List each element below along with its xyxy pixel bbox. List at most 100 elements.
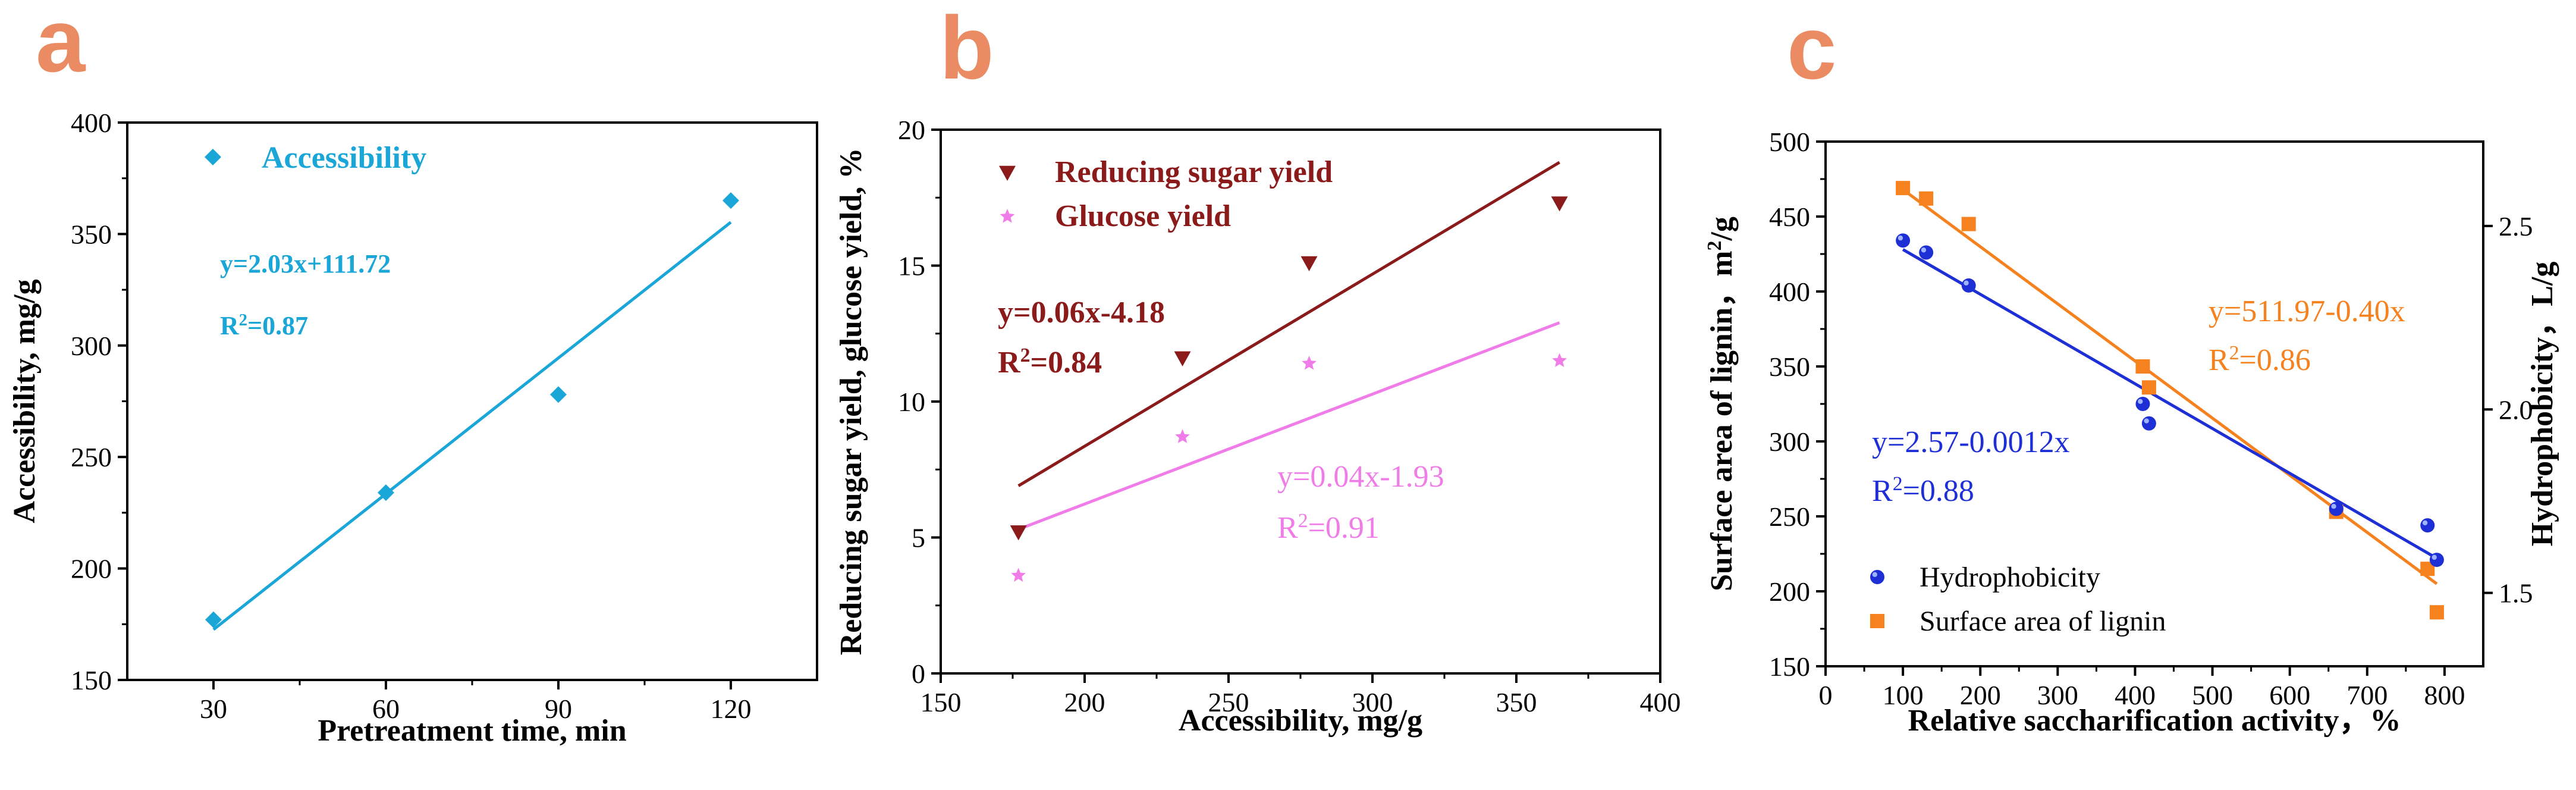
- panel-b-letter: b: [940, 0, 994, 98]
- panel-b-point-glucose: [1302, 356, 1317, 370]
- panel-c-fit-line-surface: [1902, 188, 2438, 585]
- panel-b-ytick-label: 15: [898, 251, 925, 281]
- panel-a-letter: a: [36, 0, 86, 90]
- panel-c-xtick-label: 500: [2192, 680, 2233, 710]
- panel-b-point-glucose: [1011, 568, 1026, 582]
- panel-a-ytick-label: 200: [71, 554, 112, 584]
- panel-a-xtick-label: 60: [372, 694, 400, 724]
- panel-b-ytick-label: 0: [912, 659, 925, 689]
- panel-c-xtick-label: 0: [1819, 680, 1833, 710]
- panel-a-point: [722, 192, 739, 209]
- panel-a-ylabel: Accessibility, mg/g: [8, 279, 42, 523]
- panel-c-xtick-label: 700: [2346, 680, 2387, 710]
- panel-b-point-reducing: [1300, 256, 1318, 271]
- panel-c-legend-label-hydrophobicity: Hydrophobicity: [1920, 562, 2100, 593]
- panel-a-plot-frame: [126, 121, 818, 681]
- panel-b-point-reducing: [1174, 351, 1191, 366]
- panel-b-legend-label-reducing: Reducing sugar yield: [1055, 155, 1333, 189]
- panel-a-legend-marker: [205, 149, 221, 165]
- panel-c-r2-hydrophobicity: R2=0.88: [1872, 473, 1974, 509]
- panel-c-point-hydrophobicity-highlight: [1921, 247, 1927, 253]
- panel-c-point-hydrophobicity: [2141, 416, 2156, 431]
- panel-c-ytick-label: 250: [1769, 501, 1810, 532]
- panel-c-legend-label-surface: Surface area of lignin: [1920, 606, 2166, 637]
- panel-c-point-hydrophobicity: [2429, 553, 2444, 568]
- panel-c-point-surface: [1919, 191, 1934, 206]
- panel-a-ytick-label: 400: [71, 108, 112, 138]
- panel-a-equation: y=2.03x+111.72: [220, 249, 391, 278]
- panel-a-ytick-label: 150: [71, 665, 112, 695]
- panel-c-xtick-label: 100: [1883, 680, 1924, 710]
- panel-b-point-glucose: [1552, 353, 1567, 367]
- panel-c-point-hydrophobicity: [1919, 245, 1934, 260]
- panel-a-xlabel: Pretreatment time, min: [318, 714, 626, 748]
- panel-b-fit-line-glucose: [1017, 321, 1560, 531]
- panel-b-xtick-label: 400: [1640, 687, 1681, 717]
- panel-c-ytick-label: 350: [1769, 352, 1810, 382]
- panel-c-point-hydrophobicity-highlight: [2432, 554, 2437, 560]
- panel-b-point-glucose: [1175, 429, 1190, 443]
- panel-c-xtick-label: 400: [2115, 680, 2156, 710]
- panel-a-point: [550, 386, 567, 403]
- panel-c-ytick-right-label: 2.0: [2499, 394, 2533, 425]
- panel-c-legend-marker-surface: [1870, 614, 1884, 628]
- panel-c-ylabel-right: Hydrophobicity，L/g: [2525, 262, 2559, 547]
- panel-c-xtick-label: 600: [2269, 680, 2310, 710]
- panel-b-r2-glucose: R2=0.91: [1277, 510, 1380, 546]
- panel-a-point: [378, 484, 394, 501]
- panel-c-ytick-right-label: 1.5: [2499, 578, 2533, 609]
- panel-b-r2-reducing: R2=0.84: [998, 344, 1102, 380]
- panel-c-ytick-label: 200: [1769, 576, 1810, 607]
- panel-c-letter: c: [1787, 0, 1836, 98]
- panel-c-fit-line-hydrophobicity: [1902, 248, 2438, 560]
- panel-b-xtick-label: 350: [1496, 687, 1537, 717]
- panel-a-xtick-label: 120: [711, 694, 752, 724]
- panel-c-point-surface: [1961, 217, 1976, 231]
- panel-b-legend-marker-glucose: [1000, 209, 1015, 223]
- panel-c-point-surface: [2141, 380, 2156, 395]
- panel-c-xtick-label: 800: [2424, 680, 2465, 710]
- panel-c-r2-surface: R2=0.86: [2209, 342, 2311, 378]
- panel-a-ytick-label: 350: [71, 219, 112, 249]
- panel-b-ytick-label: 5: [912, 523, 925, 553]
- panel-c-point-surface: [1896, 181, 1911, 196]
- panel-b-equation-reducing: y=0.06x-4.18: [998, 296, 1165, 330]
- panel-b-ytick-label: 20: [898, 115, 925, 145]
- panel-c-point-hydrophobicity: [1896, 233, 1911, 248]
- panel-b-xtick-label: 200: [1064, 687, 1105, 717]
- panel-c-ytick-label: 450: [1769, 202, 1810, 232]
- panel-c-point-hydrophobicity-highlight: [1964, 280, 1969, 286]
- panel-b-point-reducing: [1010, 525, 1027, 541]
- panel-c-legend-marker-hydrophobicity: [1870, 570, 1884, 584]
- panel-a-xtick-label: 30: [200, 694, 227, 724]
- panel-b-fit-line-reducing: [1017, 161, 1560, 487]
- panel-c-point-surface: [2429, 605, 2444, 620]
- panel-c-xlabel: Relative saccharification activity，%: [1908, 704, 2401, 738]
- panel-b-xtick-label: 300: [1352, 687, 1393, 717]
- panel-b-point-reducing: [1551, 196, 1568, 212]
- panel-c-equation-hydrophobicity: y=2.57-0.0012x: [1872, 425, 2070, 459]
- panel-c-equation-surface: y=511.97-0.40x: [2209, 294, 2405, 328]
- panel-c-ytick-label: 300: [1769, 427, 1810, 457]
- panel-b-equation-glucose: y=0.04x-1.93: [1277, 460, 1444, 494]
- panel-c-point-hydrophobicity-highlight: [1898, 235, 1903, 241]
- panel-b-xtick-label: 150: [921, 687, 962, 717]
- panel-c-point-hydrophobicity-highlight: [2331, 504, 2336, 509]
- panel-b-ytick-label: 10: [898, 387, 925, 417]
- panel-a-point: [205, 611, 222, 628]
- panel-c-ytick-right-label: 2.5: [2499, 211, 2533, 242]
- panel-b-ylabel: Reducing sugar yield, glucose yield, %: [834, 148, 868, 656]
- panel-c-ylabel-left: Surface area of lignin，m2/g: [1704, 217, 1739, 591]
- panel-b-plot-frame: [940, 128, 1661, 675]
- panel-a-ytick-label: 250: [71, 442, 112, 472]
- panel-c-point-hydrophobicity: [2420, 518, 2435, 533]
- panel-b-xtick-label: 250: [1208, 687, 1249, 717]
- panel-c-ytick-label: 400: [1769, 277, 1810, 307]
- panel-b-legend-label-glucose: Glucose yield: [1055, 199, 1231, 233]
- panel-c-legend-marker-hydrophobicity-highlight: [1872, 572, 1877, 577]
- panel-a-xtick-label: 90: [545, 694, 572, 724]
- panel-c-point-surface: [2135, 359, 2150, 374]
- panel-c-point-hydrophobicity: [2135, 397, 2150, 411]
- panel-c-point-hydrophobicity-highlight: [2138, 399, 2143, 404]
